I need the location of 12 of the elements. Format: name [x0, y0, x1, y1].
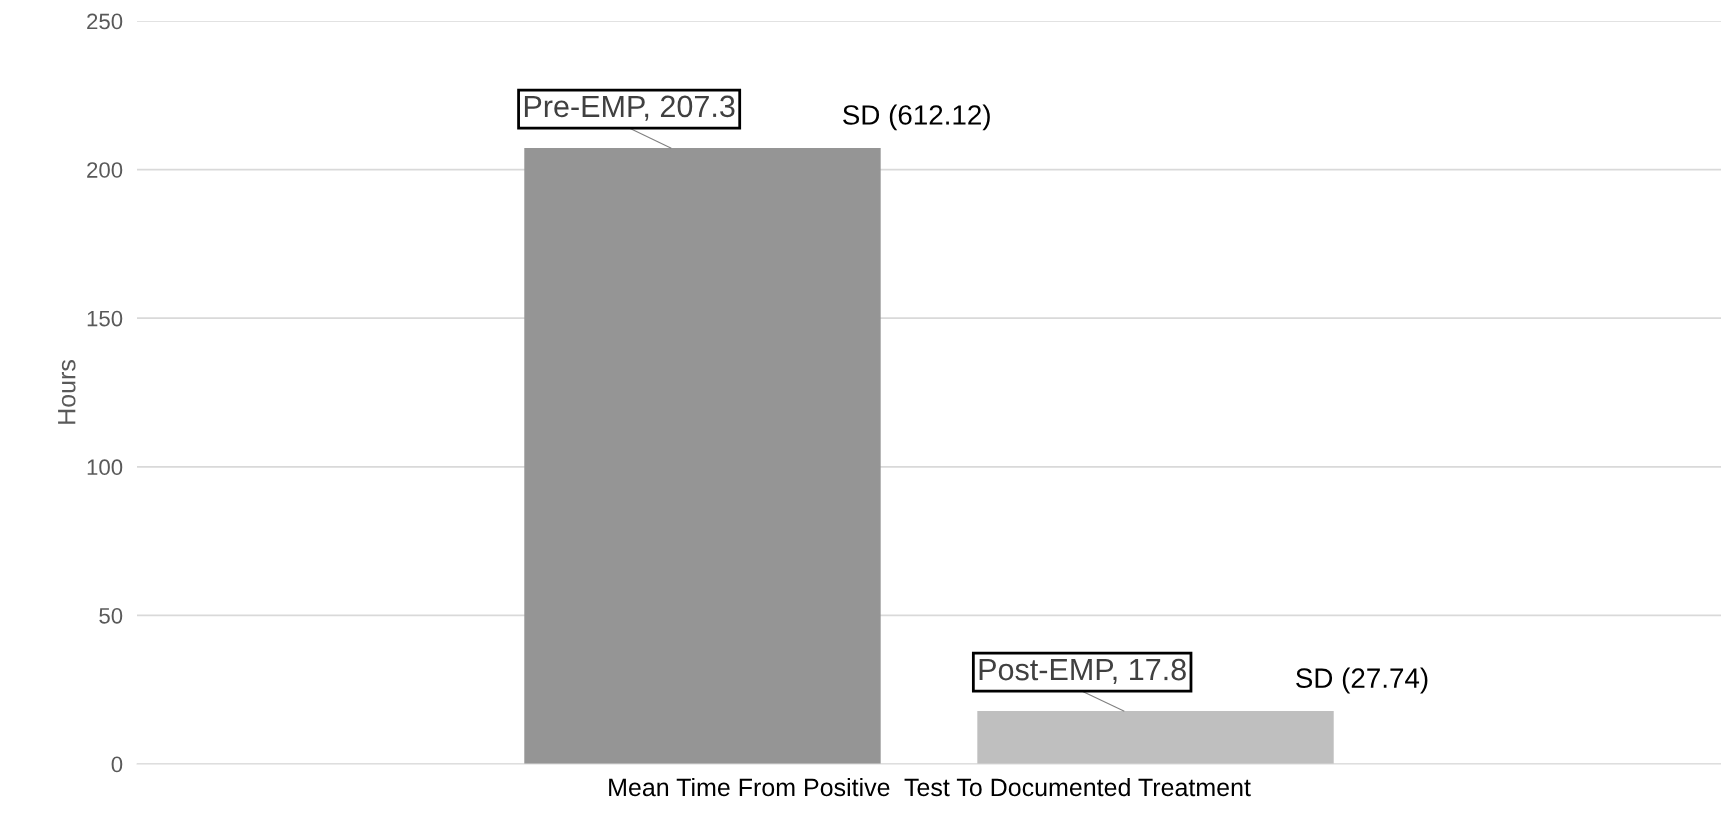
- y-tick-label: 50: [99, 607, 123, 624]
- y-axis-title: Hours: [58, 360, 76, 424]
- annotation: SD (612.12): [843, 104, 990, 131]
- y-tick-label: 150: [87, 310, 123, 327]
- data-label: Post-EMP, 17.8: [979, 658, 1186, 685]
- y-tick-label: 0: [111, 756, 123, 773]
- annotation: SD (27.74): [1296, 667, 1428, 694]
- data-label: Pre-EMP, 207.3: [524, 95, 735, 121]
- x-tick-label: Mean Time From Positive Test To Documented Treatment: [609, 777, 1251, 797]
- y-tick-label: 250: [87, 13, 123, 30]
- y-tick-label: 100: [87, 459, 123, 476]
- y-tick-label: 200: [87, 162, 123, 178]
